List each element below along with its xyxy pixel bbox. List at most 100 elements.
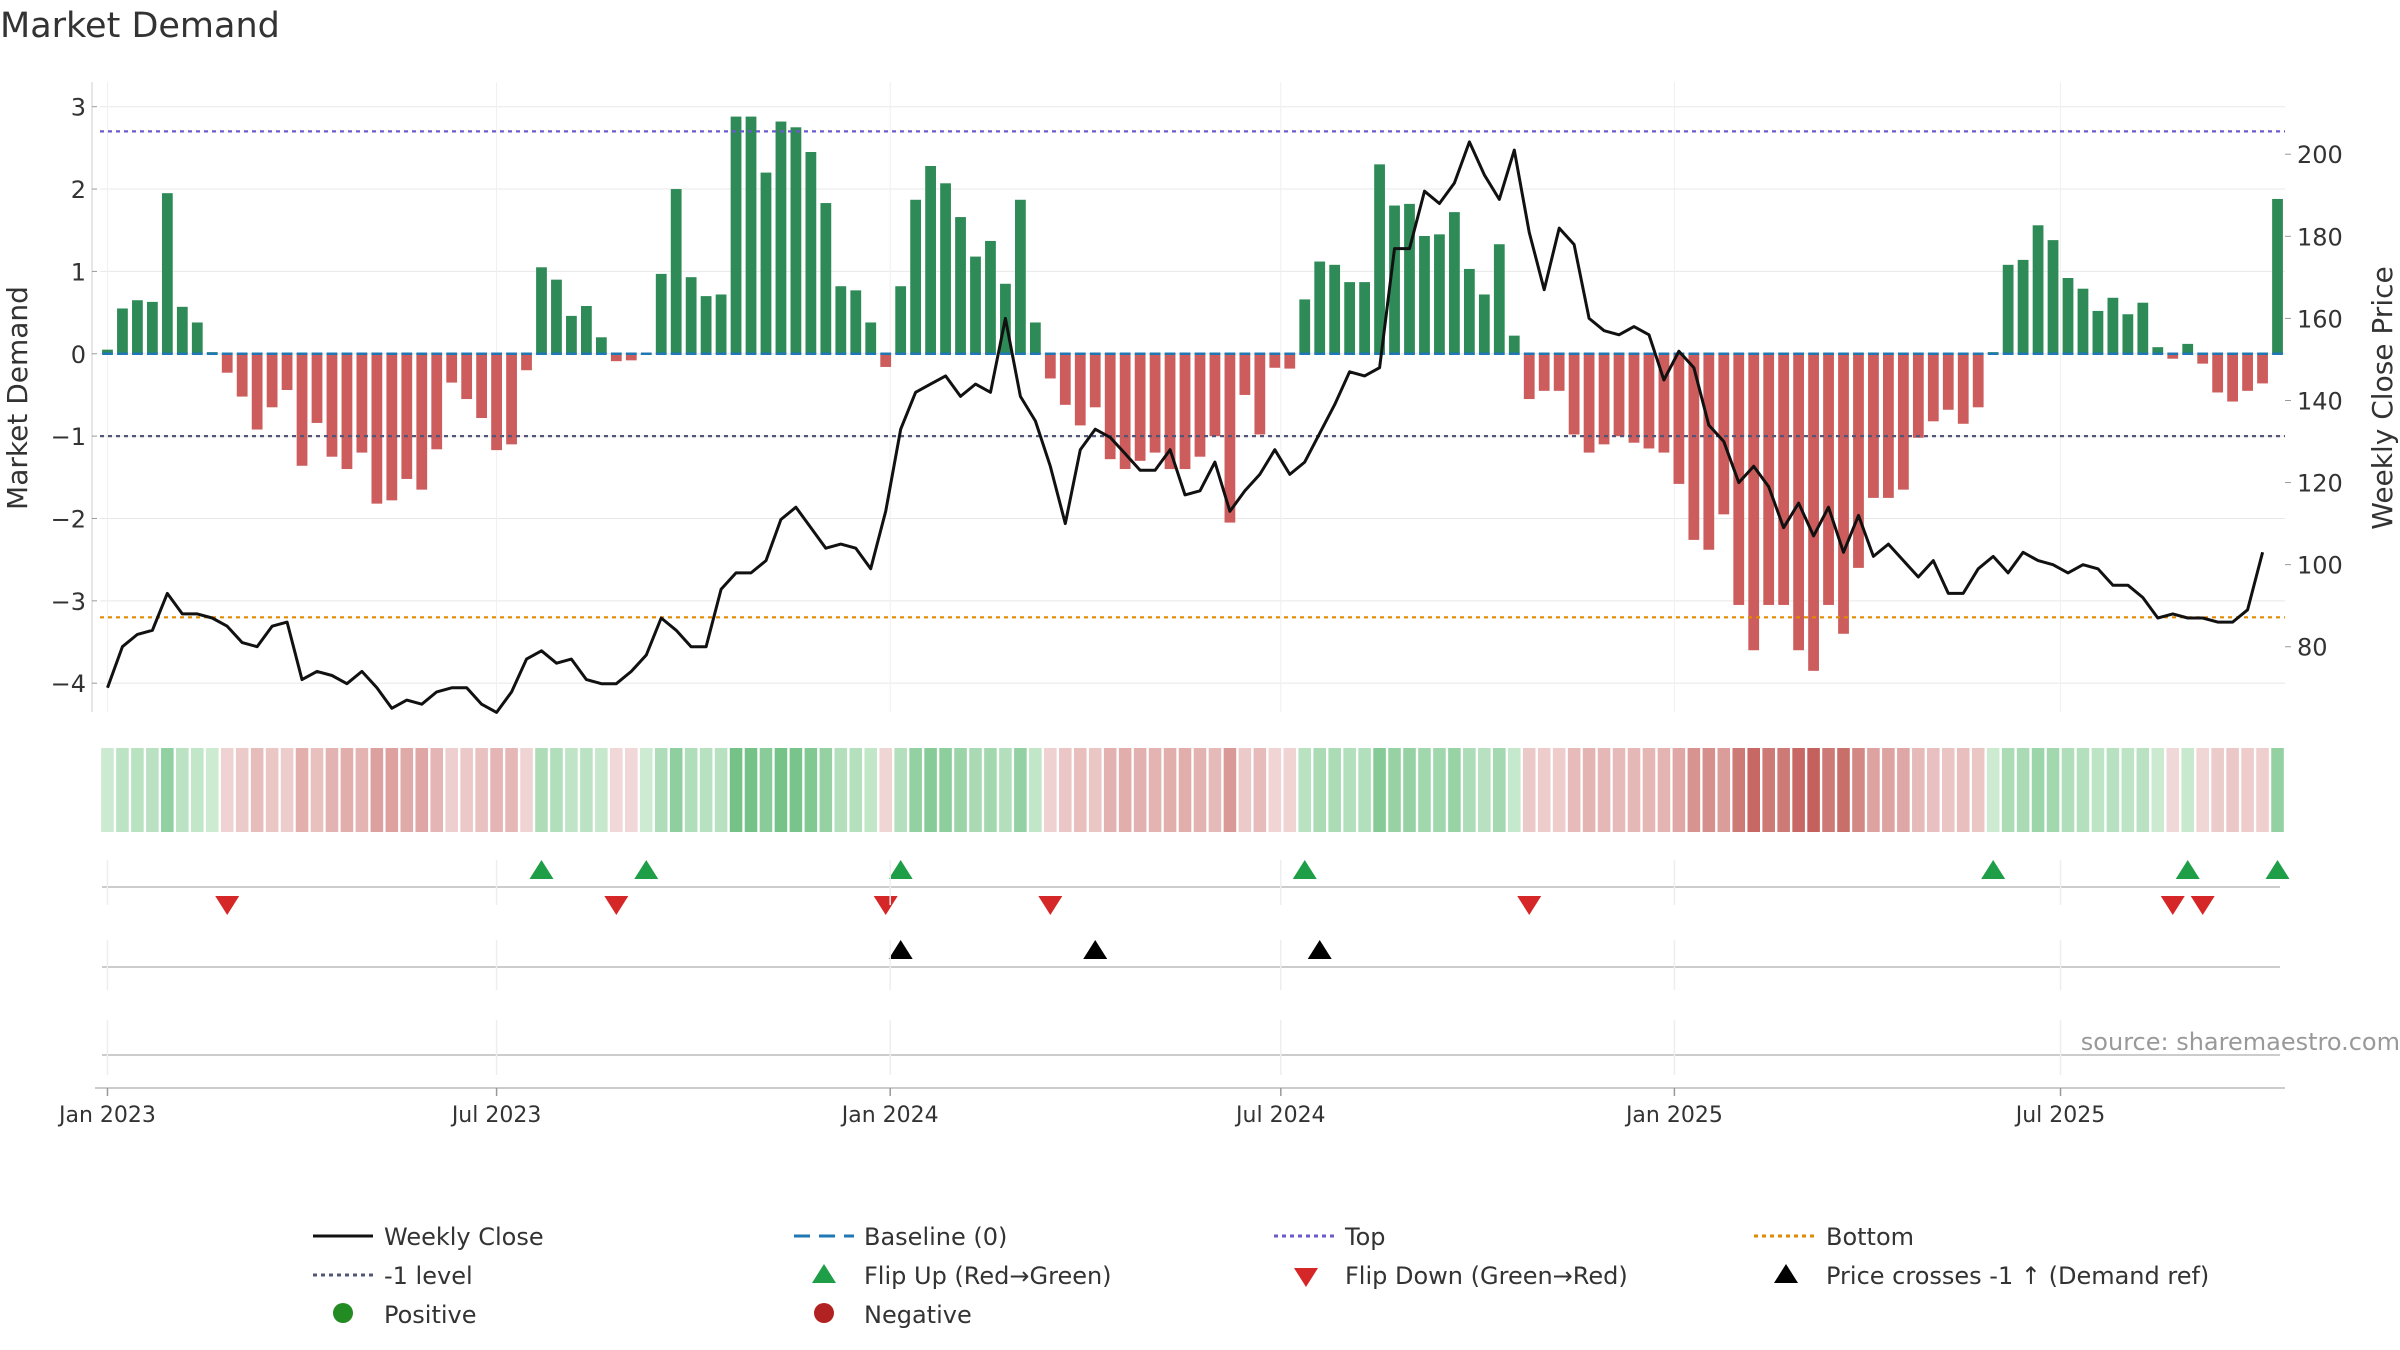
left-tick-label: −3 xyxy=(51,588,86,616)
left-tick-label: −4 xyxy=(51,670,86,698)
legend-label-top: Top xyxy=(1344,1223,1386,1251)
demand-bar xyxy=(1164,353,1176,470)
left-tick-label: 1 xyxy=(71,258,86,286)
heat-cell xyxy=(2241,748,2254,832)
demand-bar xyxy=(536,267,547,354)
legend-label-price-cross: Price crosses -1 ↑ (Demand ref) xyxy=(1826,1262,2209,1290)
legend-label-positive: Positive xyxy=(384,1301,477,1329)
heat-cell xyxy=(520,748,533,832)
x-axis: Jan 2023 Jul 2023 Jan 2024 Jul 2024 Jan 2025… xyxy=(57,860,2285,1128)
demand-bar xyxy=(2167,353,2179,359)
demand-bar xyxy=(551,279,562,354)
demand-bar xyxy=(461,353,473,400)
demand-bar xyxy=(566,315,577,354)
demand-bar xyxy=(2077,288,2089,354)
demand-bar xyxy=(1853,353,1864,568)
heat-cell xyxy=(969,748,982,832)
heat-cell xyxy=(460,748,473,832)
demand-bar xyxy=(2182,343,2194,354)
flip-down-marker xyxy=(215,896,240,915)
demand-bar xyxy=(1224,353,1236,523)
heat-cell xyxy=(699,748,713,832)
heat-cell xyxy=(1283,748,1297,832)
heat-cell xyxy=(1941,748,1955,832)
demand-bar xyxy=(1104,353,1116,460)
heat-cell xyxy=(1702,748,1716,832)
flip-up-marker xyxy=(2265,860,2290,879)
heat-cell xyxy=(1268,748,1282,832)
demand-bar xyxy=(431,353,443,450)
heat-cell xyxy=(2181,748,2195,832)
heat-cell xyxy=(1418,748,1431,832)
heat-cell xyxy=(146,748,159,832)
demand-bar xyxy=(910,199,922,354)
x-tick-label: Jan 2025 xyxy=(1624,1103,1723,1128)
demand-bar xyxy=(1389,205,1400,354)
heat-cell xyxy=(280,748,294,832)
reference-lines xyxy=(100,130,2285,619)
demand-bar xyxy=(446,353,458,383)
demand-bar xyxy=(1015,199,1026,354)
flip-up-marker xyxy=(888,860,913,879)
demand-bar xyxy=(685,277,697,354)
x-tick-label: Jul 2025 xyxy=(2014,1103,2106,1128)
legend-label-negative: Negative xyxy=(864,1301,972,1329)
demand-bar xyxy=(191,322,203,354)
demand-bar xyxy=(1553,353,1565,391)
heat-cell xyxy=(1103,748,1117,832)
heat-cell xyxy=(490,748,503,832)
heat-cell xyxy=(445,748,458,832)
price-cross-icon xyxy=(1774,1264,1798,1283)
demand-bar xyxy=(1703,353,1715,550)
demand-bar xyxy=(2122,314,2134,354)
demand-bar xyxy=(2002,264,2014,354)
demand-bar xyxy=(1149,353,1161,453)
heat-cell xyxy=(1642,748,1656,832)
demand-bar xyxy=(311,353,323,423)
x-tick-label: Jul 2023 xyxy=(450,1103,542,1128)
demand-bar xyxy=(2107,297,2119,354)
heat-cell xyxy=(2016,748,2030,832)
heat-cell xyxy=(1777,748,1790,832)
heat-cell xyxy=(1657,748,1671,832)
heat-cell xyxy=(759,748,773,832)
heat-cell xyxy=(1298,748,1312,832)
heat-cell xyxy=(1163,748,1177,832)
heat-cell xyxy=(789,748,803,832)
heat-cell xyxy=(1852,748,1865,832)
heat-cell xyxy=(1118,748,1132,832)
demand-bar xyxy=(1942,353,1954,410)
demand-bar xyxy=(281,353,293,390)
heat-cell xyxy=(1088,748,1102,832)
legend-label-flip-up: Flip Up (Red→Green) xyxy=(864,1262,1112,1290)
heat-cell xyxy=(624,748,638,832)
flip-up-marker xyxy=(2175,860,2200,879)
heat-cell xyxy=(1253,748,1267,832)
heat-cell xyxy=(1597,748,1611,832)
heat-cell xyxy=(954,748,967,832)
legend-label-minus-one: -1 level xyxy=(384,1262,473,1290)
demand-bar xyxy=(1523,353,1535,400)
demand-bar xyxy=(970,256,981,354)
heat-cell xyxy=(1837,748,1850,832)
flip-up-marker xyxy=(634,860,659,879)
demand-bar xyxy=(1508,335,1520,354)
demand-bar xyxy=(2032,225,2044,354)
right-tick-label: 120 xyxy=(2297,470,2343,498)
heat-cell xyxy=(1792,748,1805,832)
demand-bar xyxy=(1239,353,1251,395)
heat-cell xyxy=(116,748,129,832)
heat-cell xyxy=(2091,748,2105,832)
heat-cell xyxy=(610,748,623,832)
demand-bar xyxy=(820,203,832,354)
demand-bar xyxy=(865,322,877,354)
positive-dot-icon xyxy=(333,1303,353,1323)
heat-cell xyxy=(879,748,892,832)
demand-bar xyxy=(1209,353,1221,437)
demand-bar xyxy=(700,296,712,354)
heat-cell xyxy=(1732,748,1746,832)
heat-cell xyxy=(2046,748,2060,832)
demand-bar xyxy=(221,353,233,373)
demand-bar xyxy=(2062,278,2074,354)
heat-cell xyxy=(2061,748,2075,832)
